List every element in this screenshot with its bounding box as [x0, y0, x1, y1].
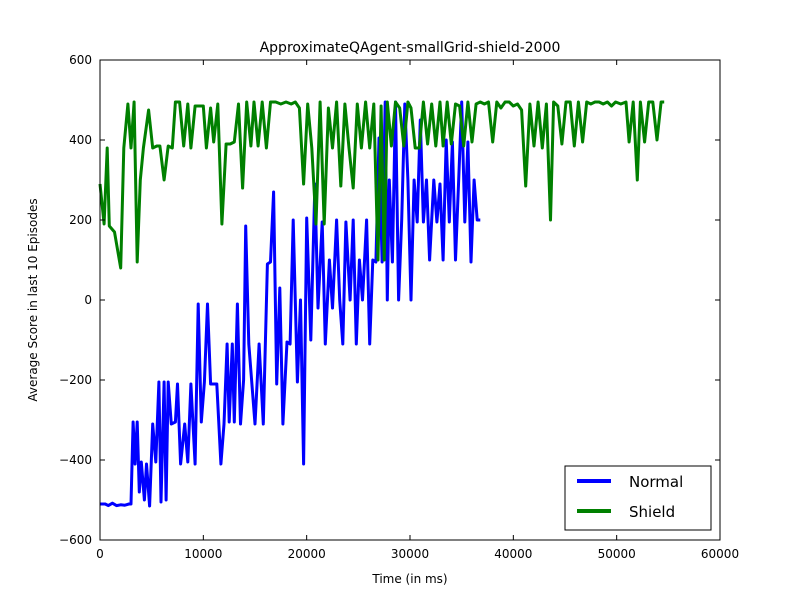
legend-box: [564, 465, 712, 531]
axis-ticks: 0 10000 20000 30000 40000 50000 60000 −600 −400 −…: [59, 53, 739, 561]
y-tick-label: −400: [59, 453, 92, 467]
x-tick-label: 10000: [184, 547, 222, 561]
y-tick-label: −600: [59, 533, 92, 547]
y-tick-label: −200: [59, 373, 92, 387]
y-axis-title: Average Score in last 10 Episodes: [26, 198, 40, 401]
chart-title: ApproximateQAgent-smallGrid-shield-2000: [260, 40, 561, 56]
x-tick-label: 40000: [494, 547, 532, 561]
x-tick-label: 20000: [288, 547, 326, 561]
series-line-shield: [98, 100, 665, 270]
y-tick-label: 400: [69, 133, 92, 147]
y-tick-label: 600: [69, 53, 92, 67]
legend: Normal Shield: [564, 465, 712, 531]
y-tick-label: 200: [69, 213, 92, 227]
x-tick-label: 50000: [598, 547, 636, 561]
x-axis-title: Time (in ms): [371, 572, 447, 586]
plot-lines: [98, 100, 665, 508]
legend-label-normal: Normal: [629, 473, 683, 491]
x-tick-label: 60000: [701, 547, 739, 561]
x-tick-label: 30000: [391, 547, 429, 561]
legend-label-shield: Shield: [629, 503, 675, 521]
series-line-normal: [100, 100, 481, 508]
x-tick-label: 0: [96, 547, 104, 561]
y-tick-label: 0: [84, 293, 92, 307]
